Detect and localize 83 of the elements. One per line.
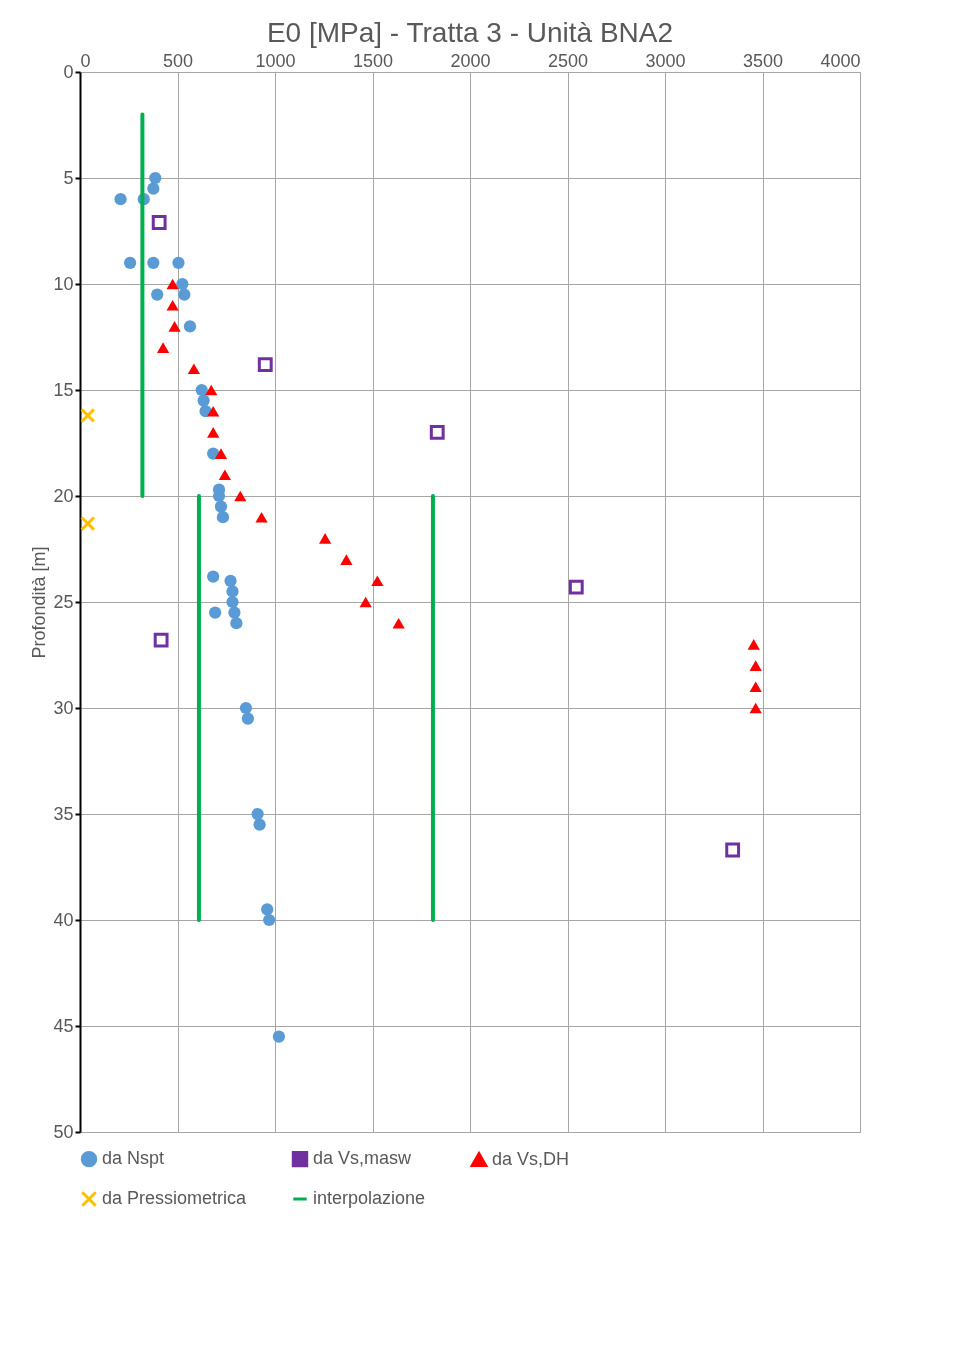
y-tick-label: 25 — [53, 591, 74, 612]
point — [261, 903, 274, 916]
point — [749, 702, 762, 714]
x-tick-label: 0 — [80, 50, 91, 71]
chart-title: E0 [MPa] - Tratta 3 - Unità BNA2 — [266, 17, 674, 48]
point — [263, 913, 276, 927]
point — [392, 617, 405, 629]
y-tick-label: 5 — [63, 167, 74, 188]
point — [257, 357, 273, 372]
point — [187, 363, 200, 375]
point — [80, 515, 96, 532]
point — [251, 807, 264, 821]
point — [172, 256, 185, 269]
x-tick-label: 3000 — [645, 50, 686, 71]
point — [151, 215, 167, 230]
y-tick-label: 30 — [53, 697, 74, 718]
y-tick-label: 45 — [53, 1015, 74, 1036]
x-tick-label: 4000 — [820, 50, 861, 71]
point — [226, 595, 239, 609]
point — [197, 394, 210, 407]
point — [176, 277, 189, 291]
legend-label: da Nspt — [102, 1148, 165, 1169]
point — [178, 288, 191, 301]
point — [147, 256, 160, 269]
x-tick-label: 1000 — [255, 50, 296, 71]
y-tick-label: 40 — [53, 909, 74, 930]
legend-label: da Vs,DH — [492, 1148, 570, 1169]
legend-label: da Pressiometrica — [102, 1188, 248, 1208]
y-tick-label: 15 — [53, 379, 74, 400]
point — [747, 639, 760, 650]
point — [153, 632, 169, 648]
point — [80, 407, 96, 424]
point — [359, 596, 372, 608]
point — [749, 660, 762, 671]
point — [218, 469, 232, 481]
point — [725, 842, 741, 858]
point — [568, 579, 584, 595]
x-tick-label: 3500 — [742, 50, 784, 71]
y-tick-label: 35 — [53, 803, 74, 824]
y-tick-label: 20 — [53, 485, 74, 506]
point — [195, 383, 208, 397]
point — [151, 288, 164, 301]
point — [429, 424, 445, 440]
point — [207, 405, 220, 417]
point — [114, 193, 127, 206]
point — [234, 490, 247, 502]
point — [147, 182, 160, 195]
point — [253, 818, 266, 831]
x-tick-label: 500 — [162, 50, 194, 71]
point — [239, 701, 253, 715]
point — [749, 681, 762, 693]
point — [207, 570, 220, 583]
x-tick-label: 2000 — [450, 50, 491, 71]
point — [123, 256, 137, 269]
point — [230, 617, 243, 630]
point — [207, 427, 220, 438]
point — [149, 171, 162, 185]
point — [224, 574, 237, 587]
x-tick-label: 1500 — [352, 50, 394, 71]
y-tick-label: 10 — [53, 273, 74, 294]
point — [216, 511, 230, 524]
y-tick-label: 50 — [53, 1121, 74, 1142]
point — [340, 554, 353, 565]
point — [183, 320, 197, 333]
point — [214, 500, 228, 513]
legend-label: da Vs,masw — [313, 1148, 413, 1169]
point — [241, 712, 255, 725]
point — [371, 575, 384, 587]
point — [214, 448, 228, 459]
x-tick-label: 2500 — [547, 50, 589, 71]
point — [166, 278, 179, 290]
point — [205, 384, 218, 396]
point — [156, 342, 170, 353]
point — [166, 299, 179, 311]
point — [209, 606, 222, 619]
y-axis-title: Profondità [m] — [29, 546, 50, 659]
point — [318, 533, 332, 544]
point — [228, 606, 241, 619]
point — [255, 511, 268, 523]
point — [226, 585, 239, 598]
point — [168, 321, 181, 332]
legend-label: interpolazione — [313, 1188, 426, 1208]
point — [272, 1030, 286, 1043]
